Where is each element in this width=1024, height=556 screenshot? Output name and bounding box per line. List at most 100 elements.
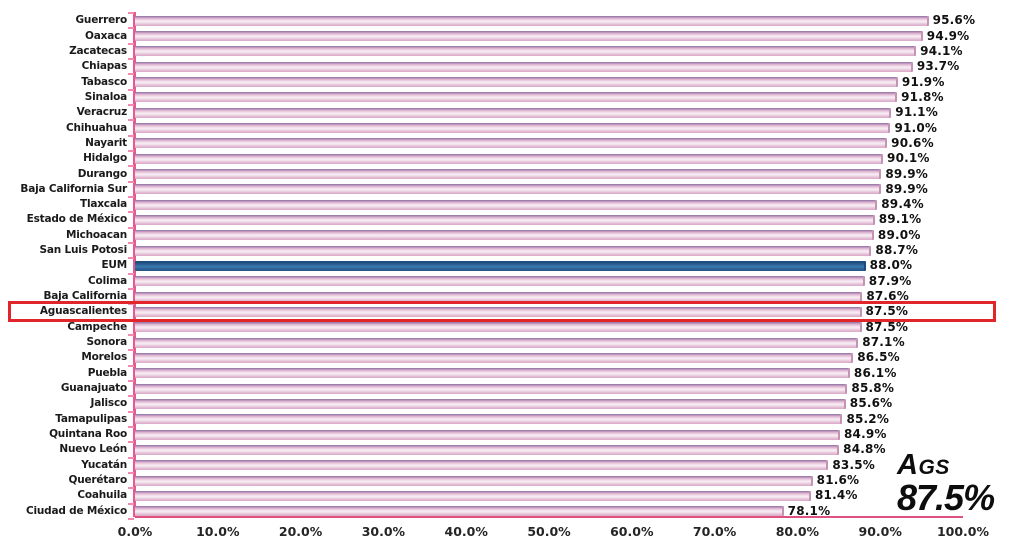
category-label: Baja California Sur xyxy=(20,182,127,195)
x-tick-label: 40.0% xyxy=(444,524,488,539)
value-label: 87.6% xyxy=(866,289,909,304)
bar xyxy=(135,153,884,164)
category-label: Nuevo León xyxy=(59,443,127,456)
bar xyxy=(135,460,829,471)
category-label: Guanajuato xyxy=(60,382,127,395)
axis-tick xyxy=(128,88,134,91)
bar xyxy=(135,169,882,179)
axis-tick xyxy=(128,395,134,398)
axis-tick xyxy=(128,425,134,428)
axis-tick xyxy=(128,456,134,459)
x-tick-label: 60.0% xyxy=(610,524,654,539)
axis-tick xyxy=(128,12,134,15)
value-label: 86.1% xyxy=(853,365,897,380)
bar xyxy=(135,260,866,271)
category-label: Jalisco xyxy=(90,397,128,410)
x-axis-line xyxy=(135,516,963,518)
value-label: 89.1% xyxy=(878,212,922,227)
axis-tick xyxy=(128,257,134,260)
axis-tick xyxy=(128,119,134,122)
category-label: Tamapulipas xyxy=(55,412,127,425)
bar xyxy=(135,138,888,149)
bar xyxy=(135,31,923,42)
bar xyxy=(135,61,913,72)
bar xyxy=(135,15,929,26)
axis-tick xyxy=(128,42,134,45)
bar xyxy=(135,398,846,409)
axis-tick xyxy=(128,410,134,413)
bar xyxy=(135,214,875,225)
value-label: 90.1% xyxy=(887,151,930,166)
value-label: 87.5% xyxy=(865,319,909,334)
axis-tick xyxy=(128,303,134,306)
category-label: Colima xyxy=(88,274,127,287)
value-label: 89.9% xyxy=(885,181,928,196)
bar xyxy=(135,107,892,118)
x-tick-label: 70.0% xyxy=(692,524,737,539)
category-label: Ciudad de México xyxy=(25,504,127,517)
axis-tick xyxy=(128,134,134,137)
bar xyxy=(135,337,859,348)
value-label: 78.1% xyxy=(787,503,831,518)
axis-tick xyxy=(128,211,134,214)
axis-tick xyxy=(128,517,134,520)
axis-tick xyxy=(128,165,134,168)
bar xyxy=(135,230,874,241)
category-label: Durango xyxy=(77,167,127,180)
category-label: Coahuila xyxy=(77,489,127,502)
category-label: Tlaxcala xyxy=(79,198,127,211)
category-label: Campeche xyxy=(67,320,127,333)
x-tick-label: 0.0% xyxy=(117,524,153,539)
bar xyxy=(135,46,917,57)
bar xyxy=(135,245,872,256)
axis-tick xyxy=(128,104,134,106)
bar xyxy=(135,184,882,195)
ags-annotation: AGS 87.5% xyxy=(897,452,995,518)
category-label: Guerrero xyxy=(75,14,128,27)
x-tick-label: 30.0% xyxy=(361,524,406,539)
bar xyxy=(135,444,840,455)
ags-annotation-value: 87.5% xyxy=(897,477,995,518)
category-label: Yucatán xyxy=(81,458,127,471)
bar xyxy=(135,199,878,210)
category-label: Querétaro xyxy=(68,474,127,487)
axis-tick xyxy=(128,272,134,275)
category-label: Oaxaca xyxy=(85,29,127,42)
bar xyxy=(135,429,840,440)
category-label: Aguascalientes xyxy=(39,305,127,318)
value-label: 81.4% xyxy=(814,488,858,503)
category-label: Chiapas xyxy=(81,60,128,73)
axis-tick xyxy=(128,195,134,198)
category-label: Sonora xyxy=(86,336,127,349)
axis-tick xyxy=(128,241,134,244)
value-label: 88.0% xyxy=(869,258,913,273)
axis-tick xyxy=(128,27,134,30)
bar xyxy=(135,490,811,501)
value-label: 87.1% xyxy=(862,335,905,350)
bar xyxy=(135,475,813,486)
value-label: 85.8% xyxy=(851,381,895,396)
category-label: Baja California xyxy=(43,290,127,303)
x-tick-label: 100.0% xyxy=(936,524,990,539)
x-tick-label: 80.0% xyxy=(775,524,820,539)
category-label: San Luis Potosi xyxy=(39,244,128,257)
category-label: Estado de México xyxy=(26,213,128,226)
bar xyxy=(135,322,862,333)
axis-tick xyxy=(128,349,134,352)
value-label: 87.9% xyxy=(868,273,912,288)
axis-tick xyxy=(128,379,134,382)
x-tick-label: 90.0% xyxy=(858,524,902,539)
axis-tick xyxy=(128,471,134,474)
value-label: 81.6% xyxy=(816,473,860,488)
value-label: 84.9% xyxy=(843,427,887,442)
axis-tick xyxy=(128,333,134,336)
y-axis-line xyxy=(133,12,136,517)
value-label: 89.0% xyxy=(877,227,921,242)
axis-tick xyxy=(128,58,134,61)
axis-tick xyxy=(128,287,134,290)
bar xyxy=(135,77,898,88)
category-label: Puebla xyxy=(87,366,127,379)
value-label: 88.7% xyxy=(875,243,919,258)
value-label: 87.5% xyxy=(865,304,909,319)
